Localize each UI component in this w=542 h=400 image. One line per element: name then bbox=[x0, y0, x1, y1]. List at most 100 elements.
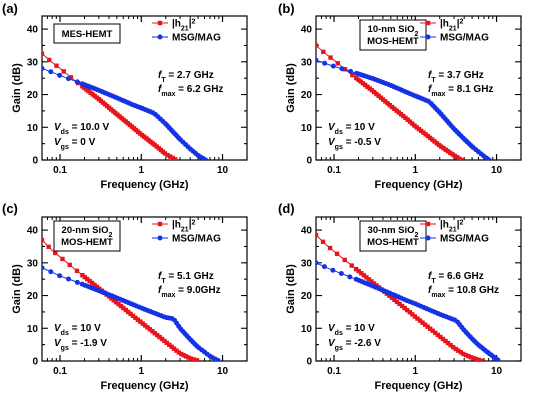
data-point-h21 bbox=[410, 121, 415, 126]
data-point-h21 bbox=[436, 142, 442, 148]
data-point-h21 bbox=[463, 352, 469, 358]
annotation-value: = 2.7 GHz bbox=[166, 70, 214, 81]
data-point-h21 bbox=[418, 128, 424, 134]
data-point-h21 bbox=[445, 340, 451, 346]
panel-label: (c) bbox=[2, 201, 18, 216]
annotation-symbol: V bbox=[328, 137, 336, 148]
data-point-h21 bbox=[427, 135, 433, 141]
data-point-h21 bbox=[167, 342, 172, 348]
data-point-h21 bbox=[46, 244, 51, 249]
annotation-symbol: V bbox=[328, 323, 336, 334]
chart-panel-1: (a) 0.1 1 10 0 10 20 30 40 Frequency (GHz) Gain (d… bbox=[2, 1, 248, 191]
chart-panel-2: (b) 0.1 1 10 0 10 20 30 40 Frequency (GHz) Gain (d… bbox=[278, 1, 522, 191]
legend-entry-msg-mag: MSG/MAG bbox=[172, 33, 221, 44]
data-point-h21 bbox=[448, 342, 453, 348]
y-tick-label: 0 bbox=[306, 357, 312, 368]
data-point-h21 bbox=[118, 303, 124, 309]
device-box bbox=[359, 19, 427, 51]
device-label: MOS-HEMT bbox=[61, 237, 113, 248]
data-area bbox=[42, 51, 209, 160]
device-label-subscript: 2 bbox=[415, 232, 419, 239]
y-axis-label: Gain (dB) bbox=[285, 63, 297, 113]
annotation-value: = 10 V bbox=[69, 323, 101, 334]
panel-label: (d) bbox=[278, 201, 295, 216]
annotation-symbol: V bbox=[54, 323, 62, 334]
data-point-h21 bbox=[369, 279, 374, 284]
device-label-text: MOS-HEMT bbox=[61, 237, 113, 248]
annotation-symbol: f bbox=[158, 271, 163, 282]
data-point-h21 bbox=[423, 132, 428, 137]
data-point-h21 bbox=[147, 327, 153, 332]
device-box bbox=[359, 220, 427, 252]
annotation-value: = 10.0 V bbox=[69, 122, 110, 133]
device-label-text: 10-nm SiO bbox=[368, 24, 415, 35]
data-point-h21 bbox=[448, 150, 453, 156]
data-point-h21 bbox=[316, 232, 319, 238]
data-point-h21 bbox=[188, 356, 194, 361]
data-point-h21 bbox=[453, 346, 458, 352]
data-point-h21 bbox=[359, 271, 364, 276]
annotation-subscript: ds bbox=[61, 129, 69, 136]
data-point-msg-mag bbox=[42, 265, 45, 271]
data-point-h21 bbox=[157, 334, 162, 340]
data-point-h21 bbox=[174, 348, 179, 353]
data-point-h21 bbox=[60, 256, 65, 262]
legend-entry-h21: |h21|2 bbox=[172, 18, 196, 32]
data-point-h21 bbox=[54, 63, 59, 68]
legend-text-prefix: |h bbox=[440, 19, 449, 30]
annotation-subscript: gs bbox=[61, 345, 69, 352]
annotation-vgs: Vgs = -0.5 V bbox=[328, 137, 381, 151]
data-point-h21 bbox=[133, 315, 138, 320]
data-point-h21 bbox=[443, 338, 448, 344]
data-point-h21 bbox=[360, 81, 366, 86]
x-tick-label: 0.1 bbox=[327, 366, 341, 377]
data-point-h21 bbox=[452, 153, 457, 159]
annotation-symbol: f bbox=[158, 285, 163, 296]
data-point-msg-mag bbox=[74, 79, 80, 85]
y-tick-label: 10 bbox=[27, 324, 39, 335]
y-tick-label: 30 bbox=[301, 258, 313, 269]
annotation-symbol: f bbox=[158, 84, 163, 95]
annotation-subscript: T bbox=[161, 278, 166, 285]
x-tick-label: 10 bbox=[491, 165, 503, 176]
data-point-h21 bbox=[387, 293, 392, 298]
data-point-h21 bbox=[479, 358, 484, 361]
annotation-subscript: T bbox=[161, 77, 166, 84]
data-point-msg-mag bbox=[42, 65, 45, 71]
device-label: 20-nm SiO2 bbox=[62, 225, 113, 239]
device-label-text: 30-nm SiO bbox=[368, 225, 415, 236]
data-point-h21 bbox=[123, 307, 129, 313]
annotation-value: = 10.8 GHz bbox=[445, 285, 499, 296]
data-point-msg-mag bbox=[339, 66, 345, 72]
data-point-h21 bbox=[82, 274, 88, 280]
data-point-h21 bbox=[416, 126, 422, 132]
data-point-h21 bbox=[320, 239, 326, 244]
data-point-h21 bbox=[397, 301, 402, 307]
data-point-h21 bbox=[321, 49, 326, 54]
legend-entry-msg-mag: MSG/MAG bbox=[440, 33, 489, 44]
device-label-text: MOS-HEMT bbox=[367, 36, 419, 47]
data-point-h21 bbox=[135, 317, 141, 322]
device-label: 30-nm SiO2 bbox=[368, 225, 419, 239]
annotation-subscript: max bbox=[431, 91, 445, 98]
data-point-h21 bbox=[374, 91, 379, 97]
data-point-h21 bbox=[473, 356, 479, 361]
annotation-symbol: V bbox=[328, 122, 336, 133]
data-point-h21 bbox=[407, 310, 412, 315]
annotation-value: = 8.1 GHz bbox=[445, 84, 493, 95]
data-point-h21 bbox=[468, 355, 474, 360]
y-tick-label: 0 bbox=[32, 156, 38, 167]
data-point-h21 bbox=[434, 141, 440, 146]
data-point-h21 bbox=[61, 69, 66, 74]
data-point-msg-mag bbox=[48, 69, 54, 75]
data-point-h21 bbox=[383, 99, 388, 104]
data-point-h21 bbox=[458, 350, 464, 355]
data-point-h21 bbox=[350, 72, 355, 78]
legend-text-suffix: | bbox=[189, 220, 192, 231]
data-point-h21 bbox=[432, 139, 437, 144]
annotation-value: = 10 V bbox=[343, 122, 375, 133]
data-point-h21 bbox=[402, 305, 407, 311]
data-point-h21 bbox=[349, 263, 354, 268]
data-point-h21 bbox=[138, 319, 143, 324]
